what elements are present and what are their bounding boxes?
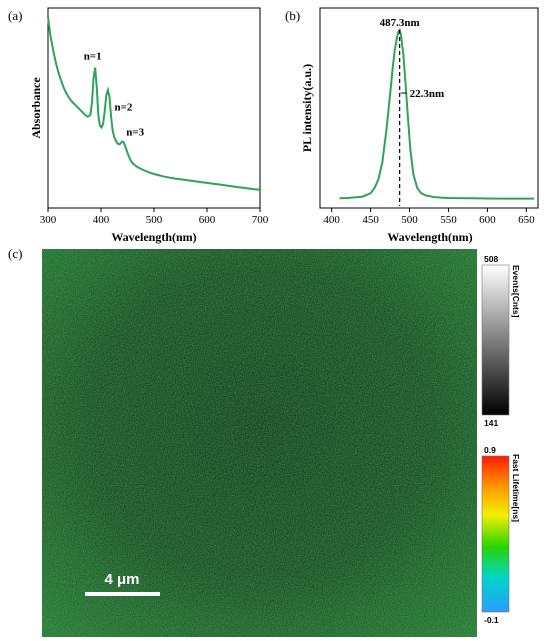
annotation-2: n=2 [115, 102, 133, 114]
chart-a-xlabel: Wavelength(nm) [111, 230, 196, 244]
chart-b-xtick-label-1: 450 [362, 214, 379, 226]
absorbance-series-line [47, 16, 261, 191]
lifetime-colorbar-max: 0.9 [484, 445, 496, 455]
scale-bar-label: 4 μm [104, 571, 139, 588]
events-colorbar-title: Events[Cnts] [511, 265, 521, 318]
chart-b-xtick-label-0: 400 [323, 214, 340, 226]
events-colorbar-min: 141 [484, 418, 498, 428]
chart-a-frame [47, 7, 261, 209]
events-colorbar: 508 141 Events[Cnts] [481, 254, 521, 428]
lifetime-colorbar-title: Fast Lifetime[ns] [511, 454, 521, 522]
chart-b-xtick-label-4: 600 [479, 214, 496, 226]
panel-label-c: (c) [8, 246, 23, 261]
chart-a-xtick-label-4: 700 [252, 214, 269, 226]
absorbance-chart: 300 400 500 600 700 n=1 n=2 n=3 Wavelength(nm)… [29, 7, 269, 244]
chart-a-xtick-label-1: 400 [93, 214, 110, 226]
chart-b-xtick-label-2: 500 [401, 214, 418, 226]
chart-b-ticks: 400 450 500 550 600 650 [323, 208, 535, 226]
chart-a-ylabel: Absorbance [29, 77, 43, 139]
annotation-3: n=3 [126, 127, 144, 139]
chart-a-xtick-label-3: 600 [199, 214, 216, 226]
chart-a-ticks: 300 400 500 600 700 [40, 208, 269, 226]
panel-label-a: (a) [8, 8, 23, 23]
chart-b-xtick-label-5: 650 [518, 214, 535, 226]
peak-wavelength-label: 487.3nm [380, 17, 420, 29]
chart-b-ylabel: PL intensity(a.u.) [300, 64, 314, 152]
events-colorbar-max: 508 [484, 254, 498, 264]
chart-b-xtick-label-3: 550 [440, 214, 457, 226]
pl-series-line [339, 28, 535, 200]
panel-label-b: (b) [285, 8, 301, 23]
chart-a-annotations: n=1 n=2 n=3 [84, 51, 145, 139]
chart-b-xlabel: Wavelength(nm) [387, 230, 472, 244]
fwhm-label: 22.3nm [410, 88, 445, 100]
chart-b-frame [319, 7, 539, 209]
lifetime-colorbar-min: -0.1 [484, 615, 499, 625]
pl-chart: 400 450 500 550 600 650 487.3nm 22.3nm Wavele… [300, 7, 539, 244]
chart-a-xtick-label-0: 300 [40, 214, 57, 226]
flim-image-panel: 4 μm 508 141 Events[Cnts] 0.9 -0.1 Fast … [42, 249, 521, 637]
chart-a-xtick-label-2: 500 [146, 214, 163, 226]
lifetime-colorbar: 0.9 -0.1 Fast Lifetime[ns] [481, 445, 521, 625]
annotation-1: n=1 [84, 51, 102, 63]
flim-image [42, 249, 477, 637]
